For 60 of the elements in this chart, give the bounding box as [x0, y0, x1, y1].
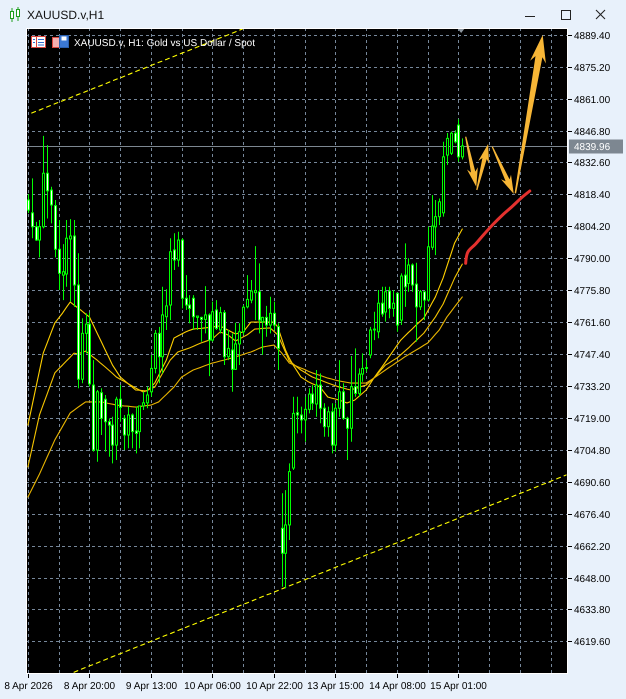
x-tick-label: 10 Apr 06:00	[184, 681, 242, 692]
y-tick-label: 4761.60	[574, 318, 611, 329]
y-tick-label: 4790.00	[574, 254, 611, 265]
candlestick	[273, 301, 276, 330]
candlestick	[311, 384, 314, 411]
candlestick	[269, 296, 272, 334]
candlestick	[265, 305, 268, 338]
y-tick-label: 4662.20	[574, 542, 611, 553]
y-tick-label: 4747.40	[574, 350, 611, 361]
y-tick-label: 4619.60	[574, 637, 611, 648]
candlestick	[319, 372, 322, 424]
y-tick-label: 4832.60	[574, 158, 611, 169]
y-tick-label: 4846.80	[574, 127, 611, 138]
candlestick	[304, 396, 307, 442]
candlestick	[388, 286, 391, 319]
candlestick	[365, 360, 368, 372]
x-tick-label: 8 Apr 20:00	[64, 681, 116, 692]
candlestick	[384, 286, 387, 322]
candlestick	[131, 412, 134, 449]
y-tick-label: 4648.00	[574, 574, 611, 585]
candlestick	[69, 218, 72, 302]
y-tick-label: 4875.20	[574, 63, 611, 74]
candlestick	[127, 406, 130, 449]
y-tick-label: 4775.80	[574, 286, 611, 297]
candlestick	[146, 386, 149, 409]
candlestick	[200, 316, 203, 342]
y-tick-label: 4889.40	[574, 31, 611, 42]
candlestick	[254, 246, 257, 321]
x-tick-label: 9 Apr 13:00	[126, 681, 178, 692]
candlestick	[446, 132, 449, 166]
y-tick-label: 4676.40	[574, 510, 611, 521]
y-tick-label: 4719.00	[574, 414, 611, 425]
candlestick	[415, 262, 418, 342]
candlestick	[450, 131, 453, 156]
chart-title: XAUUSD.v,H1	[27, 8, 104, 22]
candlestick	[315, 370, 318, 418]
candlestick	[31, 178, 34, 239]
y-tick-label: 4704.80	[574, 446, 611, 457]
x-tick-label: 10 Apr 22:00	[246, 681, 304, 692]
candlestick	[231, 332, 234, 392]
y-tick-label: 4804.20	[574, 222, 611, 233]
candlestick	[192, 294, 195, 330]
y-tick-label: 4633.80	[574, 605, 611, 616]
candlestick	[135, 406, 138, 454]
y-tick-label: 4690.60	[574, 478, 611, 489]
x-tick-label: 8 Apr 2026	[4, 681, 54, 692]
y-tick-label: 4733.20	[574, 382, 611, 393]
x-tick-label: 13 Apr 15:00	[307, 681, 364, 692]
x-tick-label: 14 Apr 08:00	[369, 681, 426, 692]
x-tick-label: 15 Apr 01:00	[430, 681, 488, 692]
candlestick	[104, 394, 107, 452]
y-tick-label: 4861.00	[574, 95, 611, 106]
candlestick	[250, 280, 253, 304]
ref-line-label: 4839.96	[574, 142, 611, 153]
line-series	[27, 296, 463, 498]
line-series	[74, 474, 567, 673]
y-tick-label: 4818.40	[574, 190, 611, 201]
candlestick	[277, 322, 280, 370]
candlestick	[300, 406, 303, 434]
candlestick	[123, 414, 126, 451]
